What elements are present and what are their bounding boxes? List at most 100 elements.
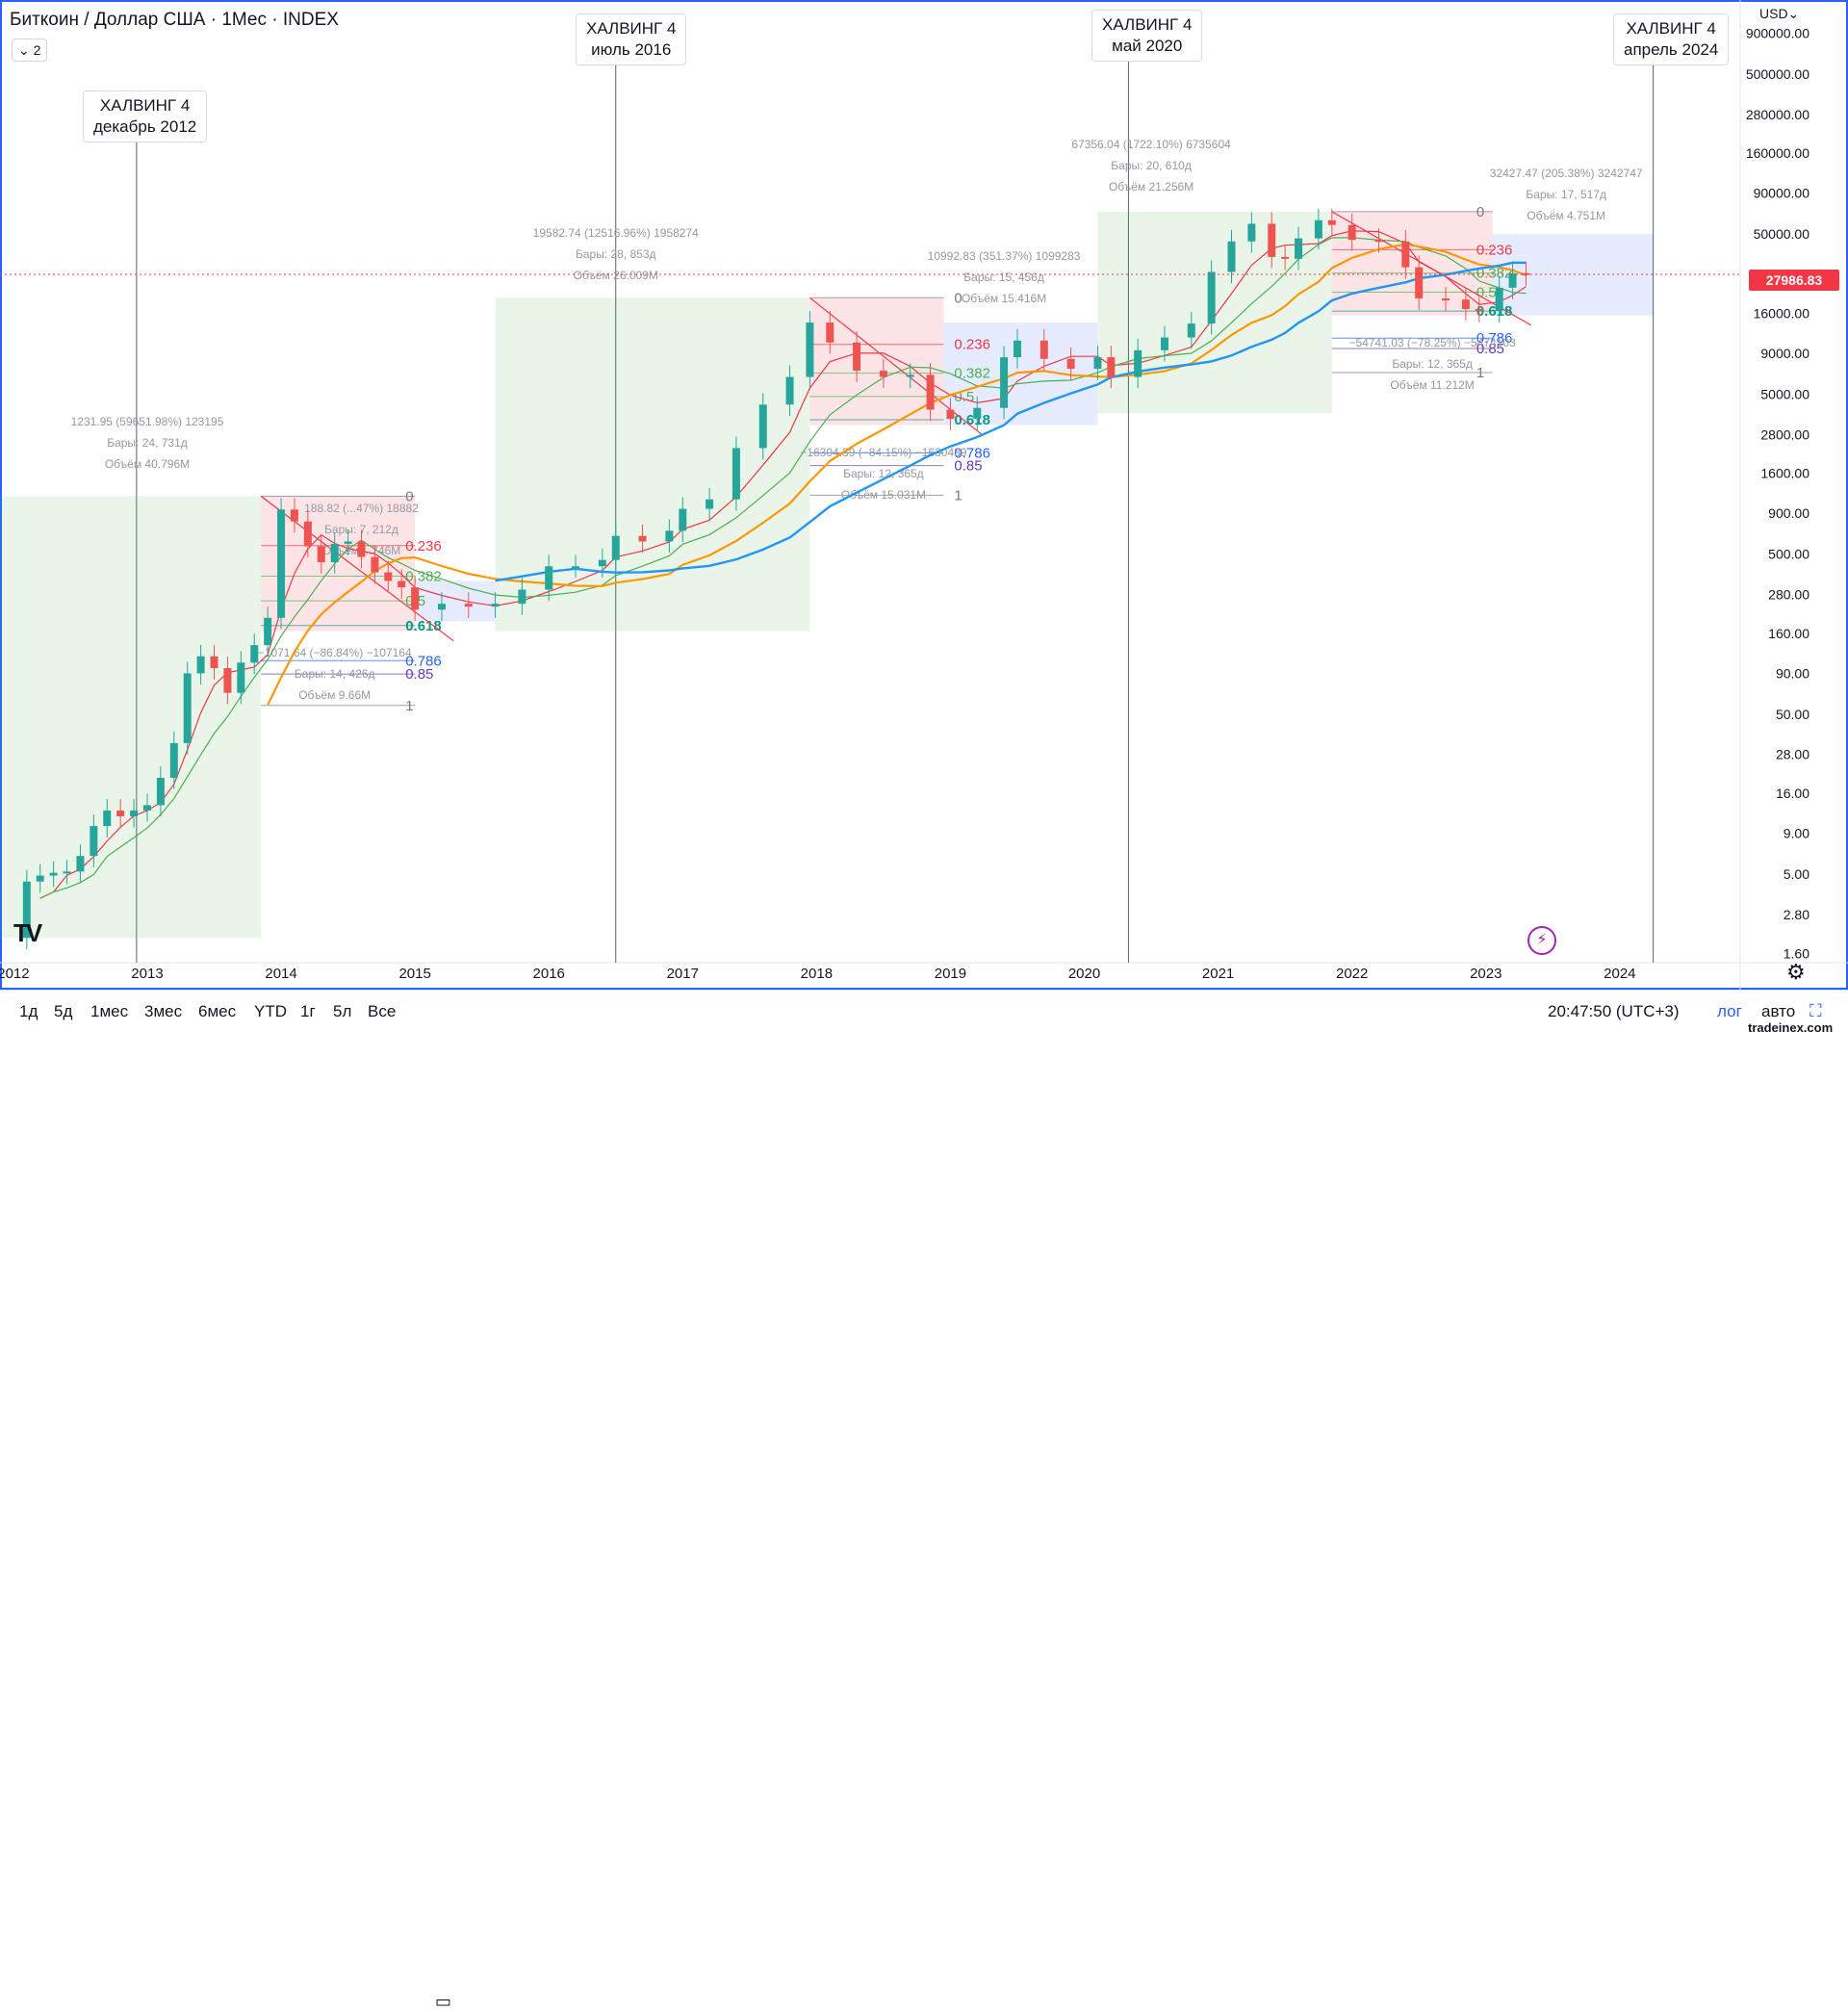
fib-level-label: 0 — [405, 488, 413, 504]
candle-body — [706, 499, 714, 509]
candle-body — [1281, 256, 1290, 259]
candle-body — [237, 662, 245, 693]
currency-selector[interactable]: USD⌄ — [1759, 6, 1800, 21]
indicators-collapse-button[interactable]: ⌄ 2 — [12, 39, 48, 62]
symbol-legend[interactable]: Биткоин / Доллар США · 1Мес · INDEX — [10, 10, 339, 30]
range-stats-text: Объём 40.796M — [105, 457, 190, 471]
y-tick-label: 9000.00 — [1760, 346, 1810, 361]
tradingview-logo[interactable]: TV — [13, 918, 42, 947]
halving-label-2024: ХАЛВИНГ 4 апрель 2024 — [1613, 13, 1730, 65]
candle-body — [103, 810, 112, 827]
halving-label-2020: ХАЛВИНГ 4 май 2020 — [1091, 10, 1203, 62]
candle-body — [357, 541, 366, 557]
range-button-1m[interactable]: 1мес — [90, 1002, 129, 1020]
range-button-5y[interactable]: 5л — [333, 1002, 352, 1020]
y-tick-label: 90000.00 — [1754, 186, 1810, 201]
y-tick-label: 500000.00 — [1746, 66, 1810, 82]
y-tick-label: 28.00 — [1776, 747, 1810, 762]
drop-stats-text: Объём 9.66M — [298, 688, 371, 702]
y-tick-label: 900000.00 — [1746, 25, 1810, 40]
candle-body — [63, 871, 71, 874]
chart-border — [0, 0, 1848, 990]
current-price-tag: 27986.83 — [1749, 270, 1839, 291]
y-tick-label: 50000.00 — [1754, 226, 1810, 242]
candle-body — [1508, 272, 1517, 288]
y-tick-label: 50.00 — [1776, 707, 1810, 722]
x-tick-label: 2024 — [1604, 966, 1635, 982]
candle-body — [679, 508, 687, 531]
candle-body — [264, 617, 272, 646]
candle-body — [344, 541, 352, 544]
candle-body — [371, 556, 379, 573]
fib-level-label: 0 — [1476, 204, 1484, 220]
range-stats-text: 19582.74 (12516.96%) 1958274 — [533, 226, 699, 240]
range-button-5d[interactable]: 5д — [54, 1002, 73, 1020]
candle-body — [518, 589, 526, 605]
range-stats-text: Объём 26.009M — [574, 269, 658, 282]
recovery-stats-text: Объём 4.751M — [1527, 209, 1605, 222]
halving-title: ХАЛВИНГ 4 — [1102, 15, 1193, 34]
candle-body — [1415, 267, 1424, 299]
fib-level-label: 0 — [954, 290, 962, 306]
candle-body — [1314, 219, 1322, 239]
fib-level-label: 0.786 — [405, 653, 442, 669]
candle-body — [1013, 340, 1021, 358]
range-button-1d[interactable]: 1д — [19, 1002, 38, 1020]
candle-body — [1442, 298, 1450, 301]
candle-body — [290, 509, 298, 522]
x-tick-label: 2020 — [1068, 966, 1100, 982]
calendar-icon[interactable]: ▭ — [435, 1992, 452, 2011]
fib-level-label: 0.618 — [405, 618, 442, 634]
range-button-6m[interactable]: 6мес — [198, 1002, 237, 1020]
candle-body — [785, 376, 794, 405]
range-button-3m[interactable]: 3мес — [144, 1002, 183, 1020]
halving-title: ХАЛВИНГ 4 — [1626, 19, 1716, 38]
recovery-range-box — [943, 322, 1098, 426]
fib-level-label: 0.786 — [954, 445, 990, 461]
candle-body — [879, 371, 887, 377]
candle-body — [1374, 240, 1383, 243]
range-button-1y[interactable]: 1г — [300, 1002, 316, 1020]
drop-stats-text: Объём 11.212M — [1390, 378, 1474, 392]
candle-body — [1187, 323, 1195, 338]
candle-body — [1134, 349, 1142, 377]
candle-body — [572, 566, 580, 569]
candle-body — [169, 742, 178, 779]
lightning-icon[interactable]: ⚡ — [1527, 926, 1556, 955]
candle-body — [1247, 223, 1256, 242]
moving-average-green — [39, 237, 1527, 899]
candle-body — [1348, 224, 1356, 241]
y-tick-label: 500.00 — [1768, 547, 1810, 562]
candle-body — [1401, 241, 1410, 268]
fib-level-label: 0.618 — [1476, 303, 1513, 320]
candle-body — [156, 778, 165, 806]
y-tick-label: 16000.00 — [1754, 305, 1810, 321]
recovery-range-box — [415, 580, 496, 622]
y-tick-label: 280.00 — [1768, 586, 1810, 602]
candle-body — [49, 872, 58, 876]
range-button-all[interactable]: Все — [368, 1002, 397, 1020]
fib-level-label: 0.85 — [1476, 341, 1504, 357]
auto-scale-toggle[interactable]: авто — [1761, 1002, 1796, 1020]
halving-date: июль 2016 — [591, 40, 672, 59]
drop-stats-text: Бары: 12, 365д — [1392, 357, 1473, 371]
candle-body — [411, 587, 420, 610]
fib-level-label: 1 — [405, 698, 413, 714]
log-scale-toggle[interactable]: лог — [1717, 1002, 1742, 1020]
price-chart[interactable]: 1.60 2.80 5.00 9.00 16.00 28.00 50.00 90.00 160.… — [0, 0, 1848, 990]
candle-body — [926, 374, 935, 410]
range-stats-text: Бары: 24, 731д — [107, 436, 188, 450]
range-button-ytd[interactable]: YTD — [254, 1002, 287, 1020]
candle-body — [906, 374, 914, 377]
candle-body — [1461, 299, 1470, 310]
x-tick-label: 2018 — [801, 966, 833, 982]
candle-body — [223, 668, 232, 693]
candle-body — [758, 404, 767, 449]
candle-body — [732, 448, 740, 500]
gear-icon[interactable]: ⚙ — [1786, 960, 1806, 984]
moving-average-orange — [267, 243, 1527, 706]
candle-body — [1066, 358, 1075, 370]
fib-level-label: 0.382 — [405, 568, 442, 584]
fullscreen-icon[interactable]: ⛶ — [1810, 1001, 1822, 1020]
y-tick-label: 1.60 — [1784, 945, 1810, 961]
